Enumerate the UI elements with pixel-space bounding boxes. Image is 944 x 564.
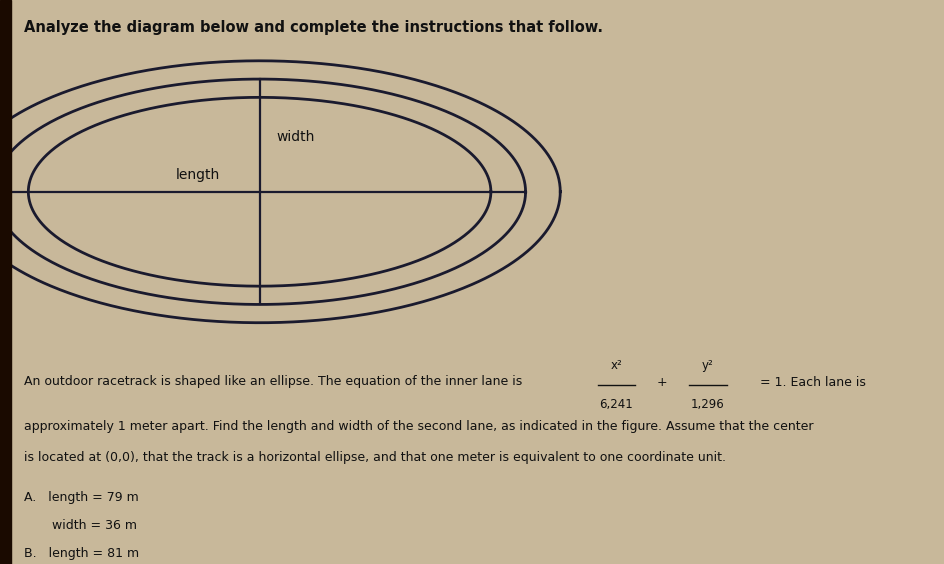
- Text: 1,296: 1,296: [691, 398, 725, 411]
- Text: = 1. Each lane is: = 1. Each lane is: [760, 376, 866, 389]
- Text: x²: x²: [611, 359, 622, 372]
- Text: y²: y²: [702, 359, 714, 372]
- Text: width = 36 m: width = 36 m: [24, 519, 137, 532]
- Text: B.   length = 81 m: B. length = 81 m: [24, 547, 139, 560]
- Text: length: length: [177, 168, 220, 182]
- Text: approximately 1 meter apart. Find the length and width of the second lane, as in: approximately 1 meter apart. Find the le…: [24, 420, 813, 433]
- Text: 6,241: 6,241: [599, 398, 633, 411]
- Bar: [0, 0, 11, 564]
- Text: A.   length = 79 m: A. length = 79 m: [24, 491, 139, 504]
- Text: An outdoor racetrack is shaped like an ellipse. The equation of the inner lane i: An outdoor racetrack is shaped like an e…: [24, 375, 522, 388]
- Text: Analyze the diagram below and complete the instructions that follow.: Analyze the diagram below and complete t…: [24, 20, 602, 35]
- Text: is located at (0,0), that the track is a horizontal ellipse, and that one meter : is located at (0,0), that the track is a…: [24, 451, 726, 464]
- Text: width: width: [277, 130, 315, 144]
- Text: +: +: [657, 376, 667, 389]
